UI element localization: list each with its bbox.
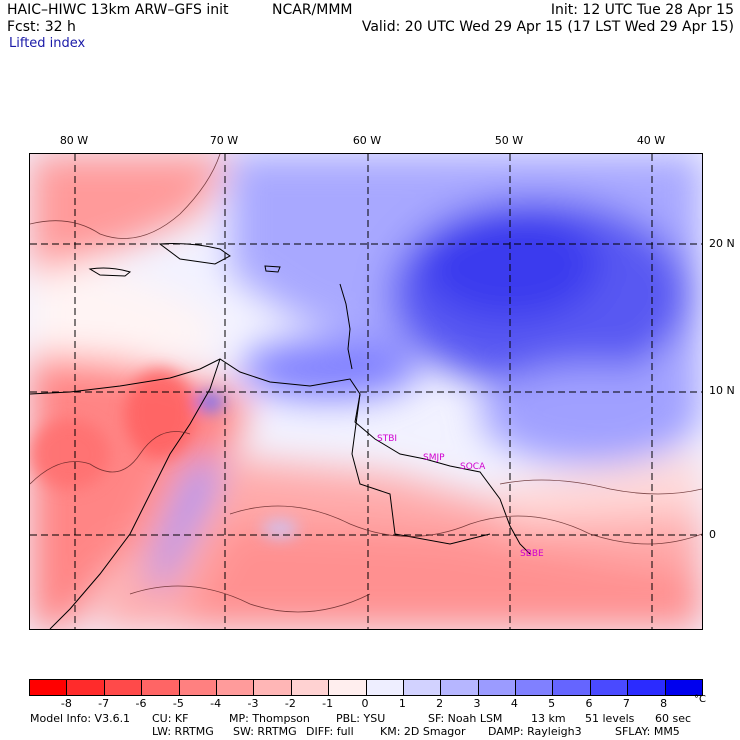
lon-label-40w: 40 W xyxy=(636,134,666,147)
colorbar-tick-label: -8 xyxy=(60,697,72,710)
colorbar-swatch xyxy=(477,680,516,695)
station-stbi: STBI xyxy=(377,434,397,444)
colorbar-tick-label: 7 xyxy=(622,697,630,710)
lat-label-equator: 0 xyxy=(709,528,716,541)
footer-item: LW: RRTMG xyxy=(152,725,214,738)
colorbar-tick-label: 5 xyxy=(548,697,556,710)
footer-item: 51 levels xyxy=(585,712,635,725)
colorbar-swatch xyxy=(30,680,67,695)
footer-item: SFLAY: MM5 xyxy=(615,725,680,738)
colorbar-swatch xyxy=(328,680,366,695)
colorbar-tick-label: -5 xyxy=(172,697,184,710)
lifted-index-map: STBI SMJP SOCA SBBE xyxy=(29,153,703,630)
forecast-hour: Fcst: 32 h xyxy=(7,19,76,35)
lon-label-60w: 60 W xyxy=(352,134,382,147)
footer-item: PBL: YSU xyxy=(336,712,386,725)
colorbar-tick-label: 0 xyxy=(361,697,369,710)
colorbar-swatch xyxy=(627,680,665,695)
field-shading xyxy=(30,154,702,629)
colorbar xyxy=(29,679,703,696)
colorbar-unit: °C xyxy=(694,694,706,705)
colorbar-swatch xyxy=(515,680,553,695)
footer-item: CU: KF xyxy=(152,712,189,725)
colorbar-swatch xyxy=(66,680,104,695)
colorbar-tick-label: -1 xyxy=(322,697,334,710)
lon-label-50w: 50 W xyxy=(494,134,524,147)
init-time: Init: 12 UTC Tue 28 Apr 15 xyxy=(550,2,734,18)
colorbar-tick-label: 3 xyxy=(473,697,481,710)
footer-item: 60 sec xyxy=(655,712,692,725)
footer-item: DIFF: full xyxy=(306,725,354,738)
colorbar-tick-label: 1 xyxy=(398,697,406,710)
contour-lines xyxy=(30,154,702,613)
station-soca: SOCA xyxy=(460,462,486,472)
footer-item: SW: RRTMG xyxy=(233,725,297,738)
footer-item: MP: Thompson xyxy=(229,712,310,725)
footer-item: Model Info: V3.6.1 xyxy=(30,712,131,725)
colorbar-swatch xyxy=(402,680,441,695)
lon-label-70w: 70 W xyxy=(209,134,239,147)
colorbar-swatch xyxy=(552,680,590,695)
colorbar-tick-label: -4 xyxy=(210,697,222,710)
footer-item: SF: Noah LSM xyxy=(428,712,503,725)
model-title: HAIC–HIWC 13km ARW–GFS init xyxy=(7,2,229,18)
colorbar-tick-label: 6 xyxy=(585,697,593,710)
colorbar-swatch xyxy=(589,680,628,695)
colorbar-tick-label: 8 xyxy=(660,697,668,710)
map-canvas: STBI SMJP SOCA SBBE xyxy=(30,154,702,629)
organization-label: NCAR/MMM xyxy=(272,2,353,18)
footer-item: 13 km xyxy=(531,712,566,725)
coastlines xyxy=(30,243,531,629)
colorbar-swatch xyxy=(664,680,703,695)
colorbar-swatch xyxy=(178,680,216,695)
colorbar-swatch xyxy=(141,680,179,695)
colorbar-tick-label: -3 xyxy=(247,697,259,710)
station-labels: STBI SMJP SOCA SBBE xyxy=(377,434,544,559)
colorbar-swatch xyxy=(103,680,142,695)
colorbar-swatch xyxy=(215,680,254,695)
lat-label-20n: 20 N xyxy=(709,237,735,250)
lon-label-80w: 80 W xyxy=(59,134,89,147)
colorbar-swatch xyxy=(440,680,478,695)
valid-time: Valid: 20 UTC Wed 29 Apr 15 (17 LST Wed … xyxy=(361,19,734,35)
colorbar-tick-label: 2 xyxy=(436,697,444,710)
footer-item: KM: 2D Smagor xyxy=(380,725,466,738)
colorbar-tick-label: -7 xyxy=(98,697,110,710)
footer-item: DAMP: Rayleigh3 xyxy=(488,725,582,738)
station-smjp: SMJP xyxy=(423,453,445,463)
colorbar-tick-label: -6 xyxy=(135,697,147,710)
colorbar-swatch xyxy=(290,680,329,695)
lat-label-10n: 10 N xyxy=(709,384,735,397)
colorbar-swatch xyxy=(253,680,291,695)
colorbar-tick-label: 4 xyxy=(510,697,518,710)
colorbar-swatch xyxy=(365,680,403,695)
station-sbbe: SBBE xyxy=(520,549,544,559)
colorbar-tick-label: -2 xyxy=(284,697,296,710)
field-name: Lifted index xyxy=(9,36,86,51)
